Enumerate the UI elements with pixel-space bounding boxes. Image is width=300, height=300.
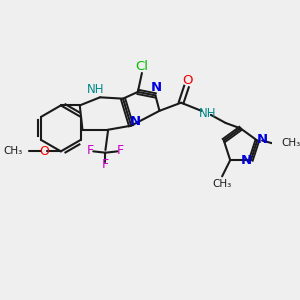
Text: F: F [117,143,124,157]
Text: N: N [256,133,268,146]
Text: CH₃: CH₃ [4,146,23,156]
Text: CH₃: CH₃ [282,138,300,148]
Text: N: N [240,154,252,167]
Text: Cl: Cl [135,60,148,73]
Text: NH: NH [200,107,217,120]
Text: O: O [183,74,193,87]
Text: O: O [40,145,50,158]
Text: N: N [150,81,161,94]
Text: CH₃: CH₃ [212,179,232,190]
Text: N: N [130,115,141,128]
Text: F: F [87,143,94,157]
Text: F: F [102,158,109,171]
Text: NH: NH [87,83,105,96]
